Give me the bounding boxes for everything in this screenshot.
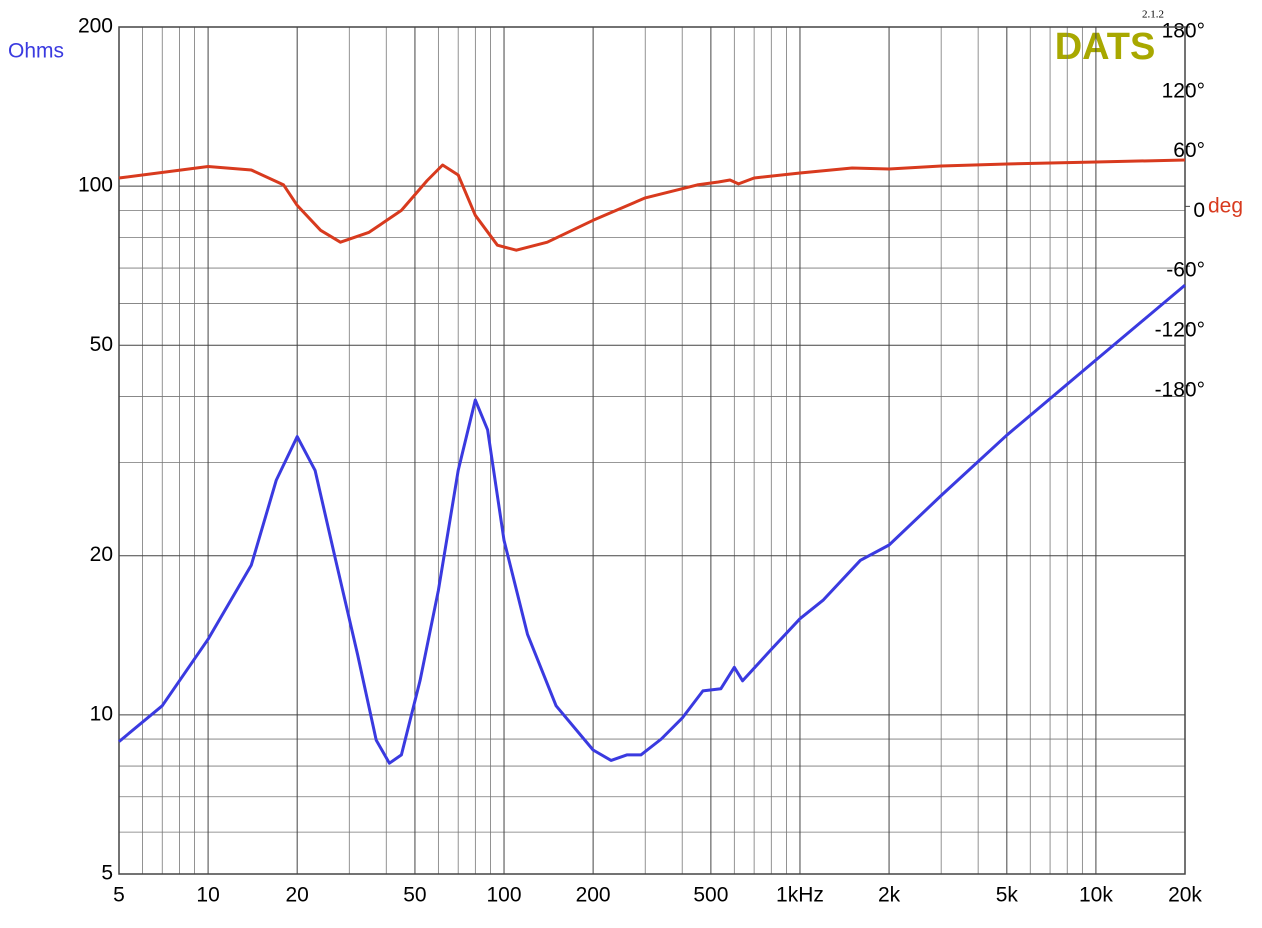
y-tick-label: 200 — [78, 15, 113, 38]
y-tick-label: 50 — [90, 333, 113, 356]
x-tick-label: 500 — [693, 884, 728, 907]
y2-axis-label: deg — [1208, 195, 1243, 218]
version: 2.1.2 — [1142, 9, 1164, 21]
x-tick-label: 50 — [403, 884, 426, 907]
y2-tick-label: -180° — [1155, 378, 1205, 401]
y2-tick-label: 120° — [1162, 79, 1205, 102]
x-tick-label: 5k — [996, 884, 1019, 907]
x-tick-label: 20k — [1168, 884, 1202, 907]
series-line — [118, 283, 1186, 765]
x-tick-label: 200 — [576, 884, 611, 907]
y-tick-label: 100 — [78, 174, 113, 197]
x-tick-label: 100 — [487, 884, 522, 907]
brand: DATS — [1055, 26, 1156, 68]
y2-tick-label: 180° — [1162, 20, 1205, 43]
x-tick-label: 10k — [1079, 884, 1113, 907]
y-tick-label: 10 — [90, 702, 113, 725]
y-tick-label: 20 — [90, 543, 113, 566]
y2-tick-label: 0 — [1193, 199, 1205, 222]
y-axis-label: Ohms — [8, 40, 64, 63]
plot-frame — [118, 26, 1186, 875]
y2-tick-label: 60° — [1173, 139, 1205, 162]
y-tick-label: 5 — [101, 862, 113, 885]
x-tick-label: 20 — [285, 884, 308, 907]
x-tick-label: 1kHz — [776, 884, 824, 907]
y2-tick-label: -120° — [1155, 318, 1205, 341]
x-tick-label: 2k — [878, 884, 901, 907]
x-tick-label: 10 — [196, 884, 219, 907]
x-tick-label: 5 — [113, 884, 125, 907]
series-line — [118, 158, 1186, 252]
